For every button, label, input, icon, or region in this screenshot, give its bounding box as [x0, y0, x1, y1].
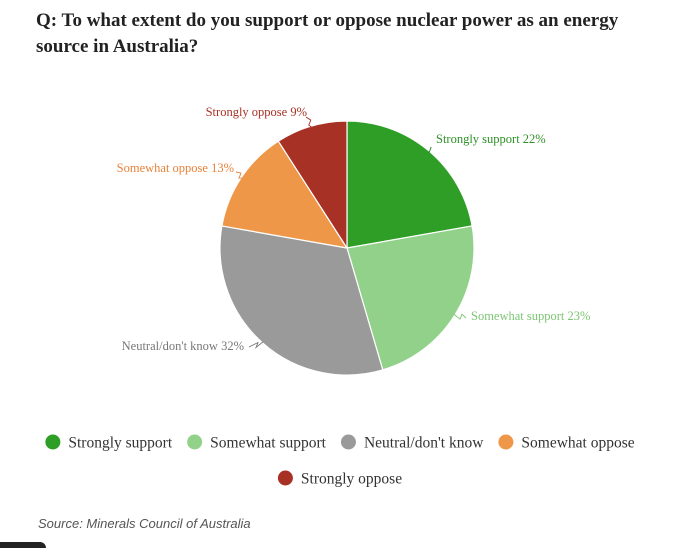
legend: Strongly support Somewhat support Neutral/… [45, 434, 635, 488]
slice-label-neutral-don-t-know: Neutral/don't know 32% [122, 339, 244, 353]
legend-label-strongly-support: Strongly support [68, 435, 172, 452]
legend-item-somewhat-support: Somewhat support [187, 434, 327, 452]
leader-somewhat-support [453, 313, 467, 320]
leader-strongly-oppose [305, 116, 312, 128]
slice-somewhat-oppose [221, 140, 349, 249]
slice-labels: Strongly support 22% Somewhat support 23%… [117, 105, 591, 353]
corner-tab [0, 542, 46, 548]
chart-title: Q: To what extent do you support or oppo… [36, 10, 619, 57]
source-note: Source: Minerals Council of Australia [38, 516, 251, 531]
legend-marker-somewhat-support [187, 434, 203, 450]
legend-item-somewhat-oppose: Somewhat oppose [498, 434, 635, 452]
slice-label-somewhat-support: Somewhat support 23% [471, 309, 590, 323]
leader-strongly-support [427, 147, 432, 154]
leader-neutral-don-t-know [248, 341, 264, 349]
slice-strongly-support [346, 120, 473, 249]
legend-marker-neutral-don-t-know [340, 434, 356, 450]
legend-label-somewhat-oppose: Somewhat oppose [521, 435, 634, 452]
legend-item-strongly-support: Strongly support [45, 434, 173, 452]
slice-label-strongly-support: Strongly support 22% [436, 132, 546, 146]
legend-marker-strongly-oppose [277, 470, 293, 486]
legend-label-somewhat-support: Somewhat support [210, 435, 327, 452]
leader-somewhat-oppose [235, 171, 243, 179]
legend-label-neutral-don-t-know: Neutral/don't know [364, 435, 484, 452]
pie-slices [219, 120, 475, 376]
legend-item-neutral-don-t-know: Neutral/don't know [340, 434, 484, 452]
legend-label-strongly-oppose: Strongly oppose [301, 471, 402, 488]
legend-marker-somewhat-oppose [498, 434, 514, 450]
legend-marker-strongly-support [45, 434, 61, 450]
slice-label-somewhat-oppose: Somewhat oppose 13% [117, 161, 234, 175]
leader-lines [235, 116, 467, 349]
slice-label-strongly-oppose: Strongly oppose 9% [206, 105, 307, 119]
slice-strongly-oppose [277, 120, 348, 251]
legend-item-strongly-oppose: Strongly oppose [277, 470, 402, 488]
